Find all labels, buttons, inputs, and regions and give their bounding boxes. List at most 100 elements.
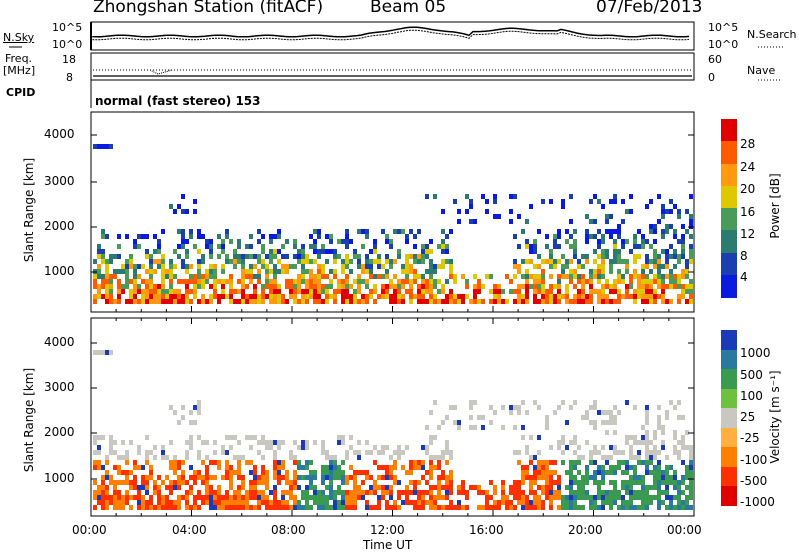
heatmap-cell: [165, 294, 169, 299]
heatmap-cell: [269, 490, 273, 495]
heatmap-cell: [109, 294, 113, 299]
nsearch-label: N.Search: [747, 28, 797, 41]
heatmap-cell: [449, 229, 453, 234]
heatmap-cell: [129, 294, 133, 299]
heatmap-cell: [549, 264, 553, 269]
heatmap-cell: [613, 405, 617, 410]
heatmap-cell: [153, 485, 157, 490]
heatmap-cell: [365, 294, 369, 299]
heatmap-cell: [249, 294, 253, 299]
heatmap-cell: [441, 209, 445, 214]
heatmap-cell: [229, 294, 233, 299]
heatmap-cell: [157, 495, 161, 500]
heatmap-cell: [533, 455, 537, 460]
heatmap-cell: [169, 490, 173, 495]
heatmap-cell: [333, 465, 337, 470]
colorbar-cell: [721, 349, 737, 370]
heatmap-cell: [137, 495, 141, 500]
heatmap-cell: [393, 299, 397, 304]
heatmap-cell: [453, 274, 457, 279]
heatmap-cell: [277, 259, 281, 264]
heatmap-cell: [433, 194, 437, 199]
heatmap-cell: [129, 440, 133, 445]
heatmap-cell: [165, 269, 169, 274]
heatmap-cell: [545, 470, 549, 475]
heatmap-cell: [545, 420, 549, 425]
heatmap-cell: [245, 495, 249, 500]
heatmap-cell: [341, 294, 345, 299]
heatmap-cell: [517, 289, 521, 294]
heatmap-cell: [393, 465, 397, 470]
heatmap-cell: [133, 279, 137, 284]
heatmap-cell: [665, 264, 669, 269]
heatmap-cell: [689, 284, 693, 289]
heatmap-cell: [173, 455, 177, 460]
heatmap-cell: [601, 299, 605, 304]
heatmap-cell: [305, 254, 309, 259]
heatmap-cell: [137, 500, 141, 505]
heatmap-cell: [637, 244, 641, 249]
heatmap-cell: [161, 500, 165, 505]
heatmap-cell: [157, 294, 161, 299]
heatmap-cell: [273, 254, 277, 259]
heatmap-cell: [141, 299, 145, 304]
heatmap-cell: [257, 239, 261, 244]
heatmap-cell: [309, 485, 313, 490]
heatmap-cell: [397, 455, 401, 460]
heatmap-cell: [613, 450, 617, 455]
heatmap-cell: [469, 400, 473, 405]
heatmap-cell: [105, 294, 109, 299]
heatmap-cell: [605, 249, 609, 254]
heatmap-cell: [397, 490, 401, 495]
heatmap-cell: [221, 294, 225, 299]
heatmap-cell: [357, 259, 361, 264]
heatmap-cell: [209, 485, 213, 490]
heatmap-cell: [641, 435, 645, 440]
vel-cb-tick--500: -500: [740, 474, 768, 488]
heatmap-cell: [681, 244, 685, 249]
heatmap-cell: [473, 294, 477, 299]
heatmap-cell: [201, 299, 205, 304]
heatmap-cell: [549, 470, 553, 475]
heatmap-cell: [225, 475, 229, 480]
heatmap-cell: [245, 254, 249, 259]
heatmap-cell: [269, 505, 273, 510]
heatmap-cell: [673, 279, 677, 284]
heatmap-cell: [165, 274, 169, 279]
heatmap-cell: [149, 274, 153, 279]
heatmap-cell: [605, 279, 609, 284]
heatmap-cell: [181, 244, 185, 249]
heatmap-cell: [681, 440, 685, 445]
colorbar-cell: [721, 252, 737, 276]
heatmap-cell: [365, 440, 369, 445]
heatmap-cell: [353, 254, 357, 259]
heatmap-cell: [297, 299, 301, 304]
vel-cb-tick-1000: 1000: [740, 346, 771, 360]
heatmap-cell: [217, 460, 221, 465]
power-data: [93, 144, 693, 304]
heatmap-cell: [185, 450, 189, 455]
heatmap-cell: [349, 475, 353, 480]
heatmap-cell: [405, 269, 409, 274]
heatmap-cell: [497, 284, 501, 289]
velocity-ytick-1000: 1000: [44, 471, 75, 485]
heatmap-cell: [641, 505, 645, 510]
heatmap-cell: [101, 284, 105, 289]
heatmap-cell: [677, 490, 681, 495]
heatmap-cell: [645, 505, 649, 510]
heatmap-cell: [449, 490, 453, 495]
heatmap-cell: [409, 264, 413, 269]
heatmap-cell: [301, 475, 305, 480]
heatmap-cell: [109, 299, 113, 304]
heatmap-cell: [189, 505, 193, 510]
heatmap-cell: [353, 450, 357, 455]
heatmap-cell: [205, 485, 209, 490]
heatmap-cell: [445, 475, 449, 480]
heatmap-cell: [285, 505, 289, 510]
heatmap-cell: [197, 264, 201, 269]
heatmap-cell: [185, 490, 189, 495]
beam-label: Beam 05: [370, 0, 447, 17]
heatmap-cell: [357, 440, 361, 445]
heatmap-cell: [353, 490, 357, 495]
heatmap-cell: [405, 485, 409, 490]
